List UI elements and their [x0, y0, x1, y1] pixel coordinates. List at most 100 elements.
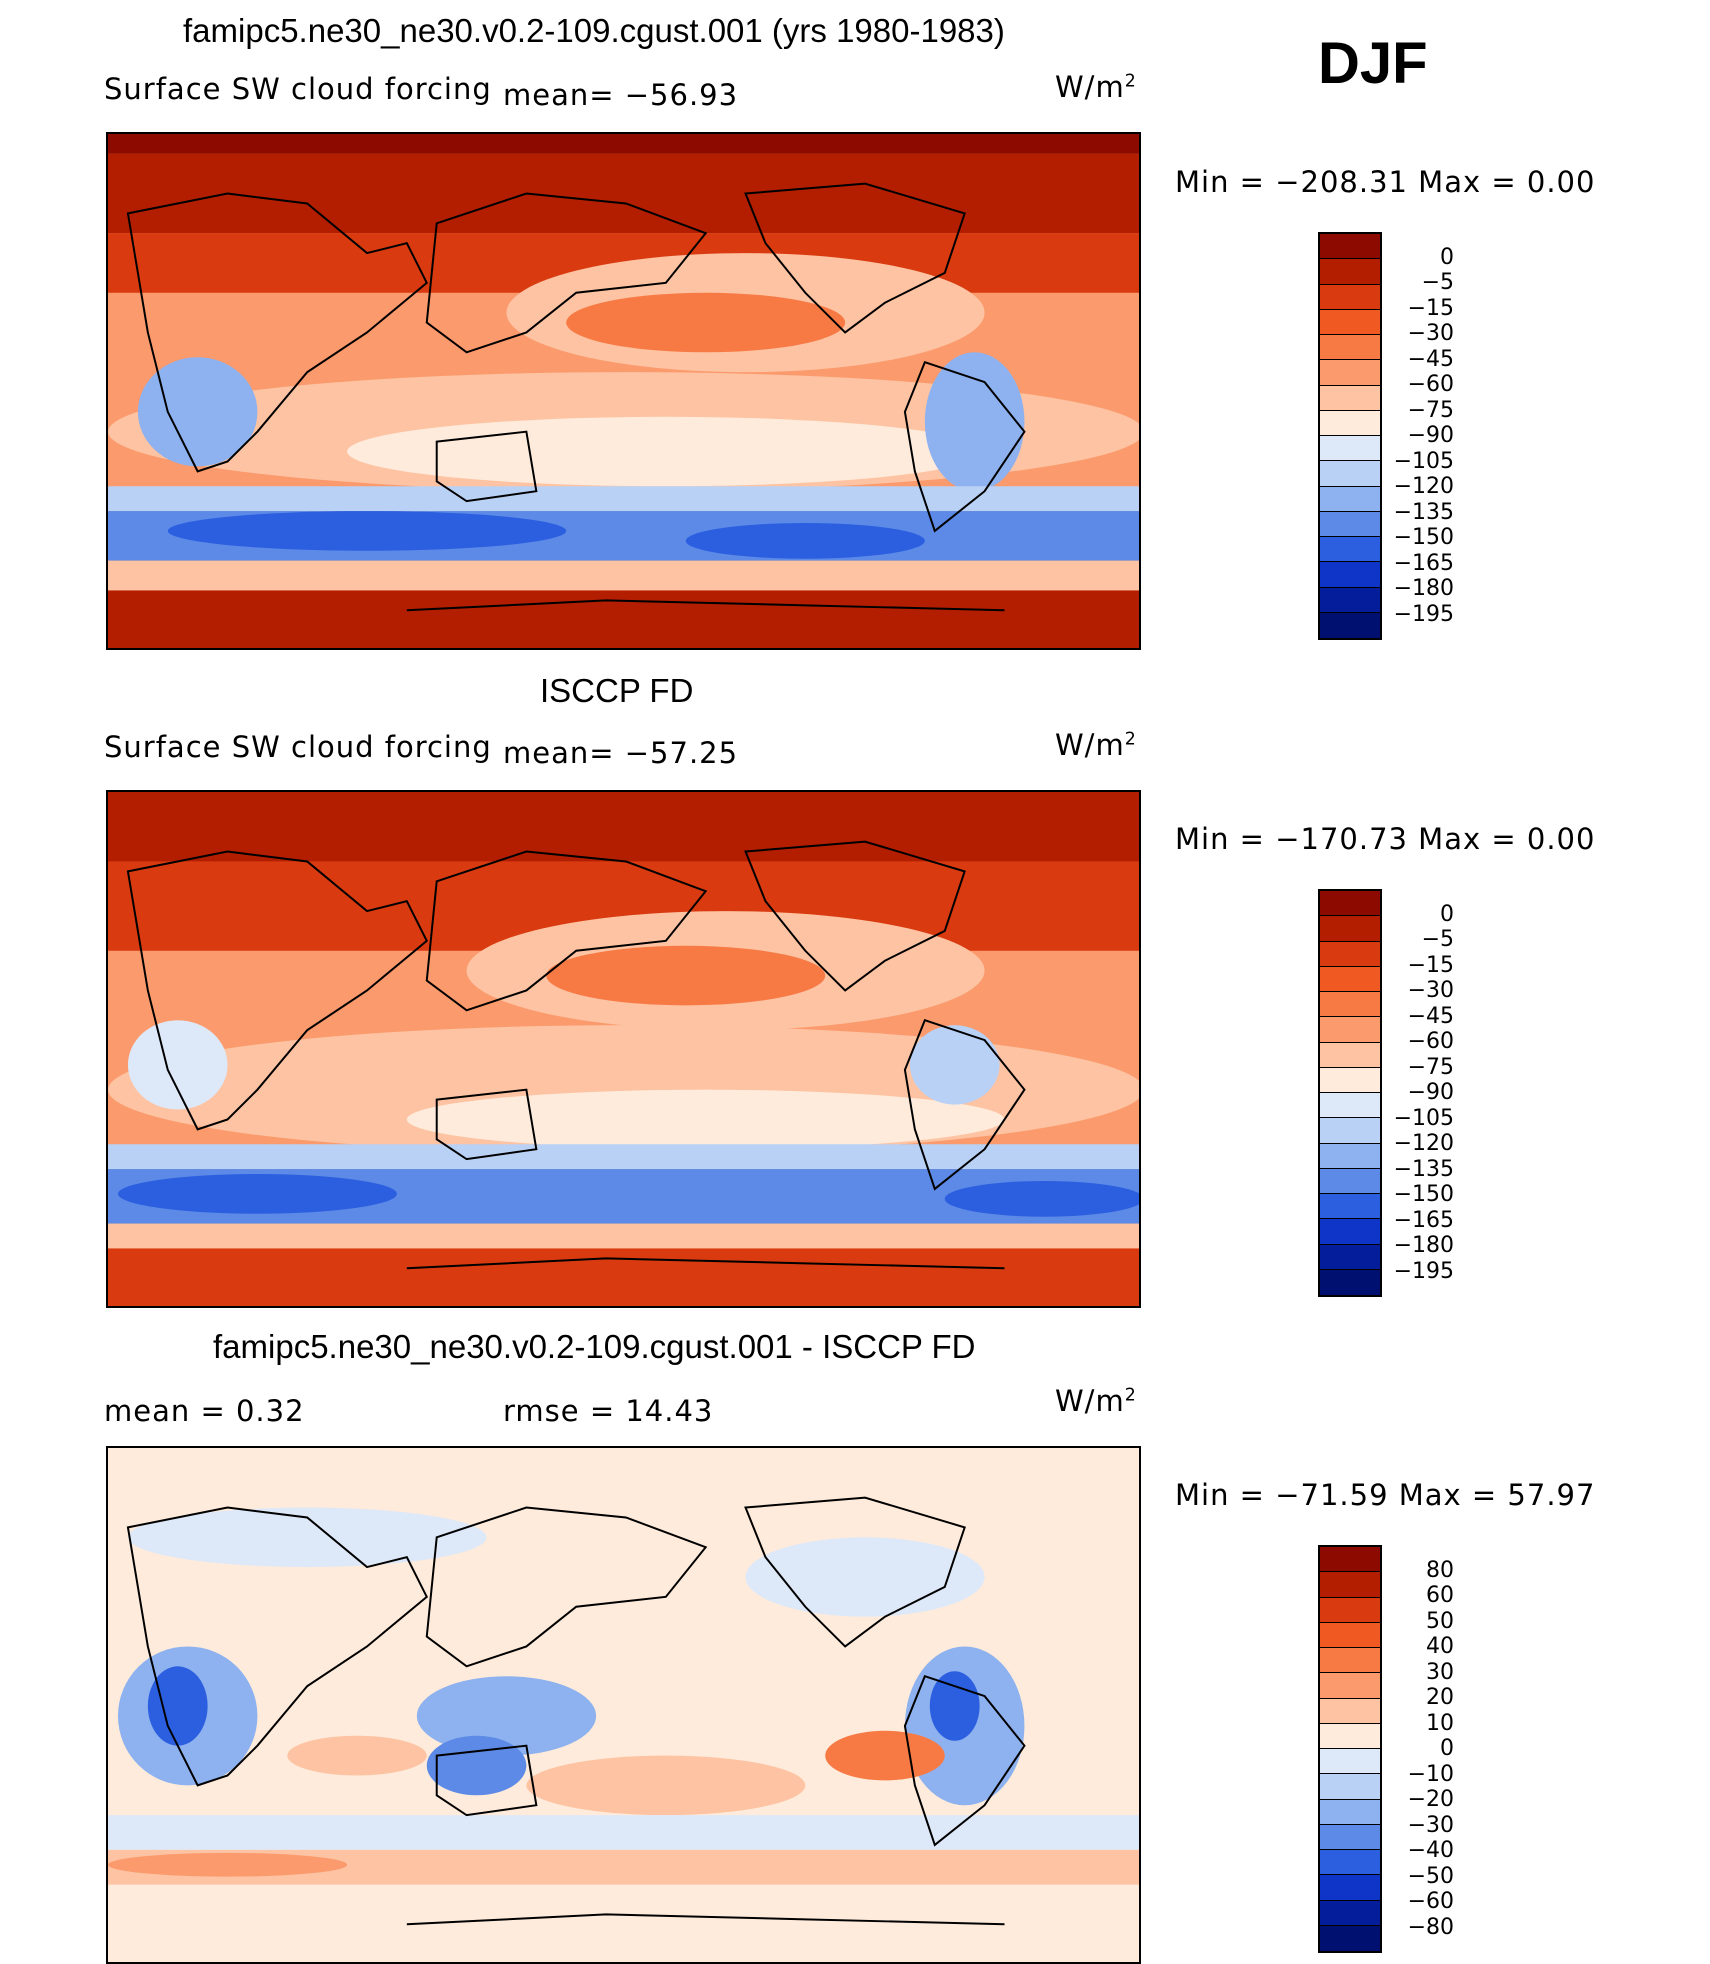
panel1-level-10: −135 — [1393, 500, 1454, 525]
panel3-colorbar-seg-13 — [1320, 1875, 1380, 1901]
panel2-colorbar-seg-13 — [1320, 1219, 1380, 1245]
panel3-australia-blue — [426, 1735, 527, 1796]
panel1-colorbar-seg-0 — [1320, 234, 1380, 260]
panel2-level-6: −75 — [1407, 1055, 1454, 1080]
panel3-level-1: 60 — [1426, 1583, 1454, 1608]
panel1-southern-pale — [108, 486, 1139, 512]
panel3-level-4: 30 — [1426, 1660, 1454, 1685]
panel2-level-9: −120 — [1393, 1131, 1454, 1156]
panel3-level-6: 10 — [1426, 1711, 1454, 1736]
panel1-level-1: −5 — [1421, 270, 1454, 295]
panel3-north-blue — [127, 1507, 487, 1568]
panel3-colorbar-seg-12 — [1320, 1850, 1380, 1876]
panel3-pacific-red — [825, 1730, 945, 1781]
panel2-colorbar-seg-8 — [1320, 1093, 1380, 1119]
panel1-colorbar-seg-11 — [1320, 511, 1380, 537]
season-label: DJF — [1318, 31, 1428, 96]
panel2-north-band — [108, 792, 1139, 862]
panel3-map — [106, 1446, 1141, 1964]
panel3-maritime-blue — [416, 1676, 597, 1756]
panel2-colorbar-seg-5 — [1320, 1017, 1380, 1043]
panel3-level-11: −40 — [1407, 1838, 1454, 1863]
panel3-colorbar-labels: 80 60 50 40 30 20 10 0 −10 −20 −30 −40 −… — [1384, 1545, 1454, 1953]
panel2-level-13: −180 — [1393, 1233, 1454, 1258]
panel2-southern-edge — [108, 1223, 1139, 1249]
panel3-pacific-pink — [526, 1755, 806, 1816]
panel1-colorbar-seg-13 — [1320, 562, 1380, 588]
panel2-minmax: Min = −170.73 Max = 0.00 — [1175, 822, 1596, 856]
panel1-africa-blue — [137, 357, 258, 467]
panel3-colorbar-seg-14 — [1320, 1900, 1380, 1926]
panel3-colorbar-seg-3 — [1320, 1622, 1380, 1648]
panel2-colorbar-seg-10 — [1320, 1143, 1380, 1169]
panel3-colorbar-seg-6 — [1320, 1698, 1380, 1724]
panel2-level-10: −135 — [1393, 1157, 1454, 1182]
panel3-level-14: −80 — [1407, 1915, 1454, 1940]
panel3-level-3: 40 — [1426, 1634, 1454, 1659]
panel2-colorbar-seg-15 — [1320, 1269, 1380, 1295]
panel3-colorbar-seg-10 — [1320, 1799, 1380, 1825]
panel3-colorbar-seg-9 — [1320, 1774, 1380, 1800]
panel1-colorbar-seg-15 — [1320, 612, 1380, 638]
panel3-mean-label: mean = 0.32 — [104, 1394, 305, 1428]
panel2-coastlines — [126, 840, 1026, 1270]
panel1-colorbar-seg-2 — [1320, 284, 1380, 310]
panel2-nh-ocean-core — [546, 945, 826, 1006]
panel2-colorbar-seg-12 — [1320, 1194, 1380, 1220]
panel3-colorbar-seg-4 — [1320, 1648, 1380, 1674]
panel2-title: ISCCP FD — [540, 672, 694, 709]
panel1-minmax: Min = −208.31 Max = 0.00 — [1175, 165, 1596, 199]
panel3-level-12: −50 — [1407, 1864, 1454, 1889]
panel1-colorbar-seg-9 — [1320, 461, 1380, 487]
panel2-colorbar-seg-9 — [1320, 1118, 1380, 1144]
panel3-colorbar-seg-5 — [1320, 1673, 1380, 1699]
panel1-units: W/m2 — [1055, 70, 1137, 104]
panel1-level-7: −90 — [1407, 423, 1454, 448]
panel2-colorbar-seg-3 — [1320, 966, 1380, 992]
panel2-level-1: −5 — [1421, 927, 1454, 952]
panel3-level-8: −10 — [1407, 1762, 1454, 1787]
panel2-samerica-blue — [909, 1025, 1000, 1105]
panel2-colorbar-seg-2 — [1320, 941, 1380, 967]
panel1-level-14: −195 — [1393, 602, 1454, 627]
panel3-colorbar-seg-8 — [1320, 1749, 1380, 1775]
panel3-colorbar-seg-0 — [1320, 1547, 1380, 1573]
panel1-nh-ocean-core — [566, 292, 846, 353]
panel2-colorbar-seg-6 — [1320, 1042, 1380, 1068]
panel2-tropics-pale — [406, 1089, 1005, 1150]
panel1-southern-core — [167, 511, 567, 551]
panel1-level-13: −180 — [1393, 576, 1454, 601]
panel3-colorbar-seg-15 — [1320, 1925, 1380, 1951]
panel2-colorbar-seg-0 — [1320, 891, 1380, 917]
panel1-level-0: 0 — [1440, 245, 1454, 270]
panel1-colorbar-seg-7 — [1320, 410, 1380, 436]
panel3-level-10: −30 — [1407, 1813, 1454, 1838]
panel3-minmax: Min = −71.59 Max = 57.97 — [1175, 1478, 1596, 1512]
panel3-title: famipc5.ne30_ne30.v0.2-109.cgust.001 - I… — [213, 1328, 976, 1365]
panel2-southern-pale — [108, 1144, 1139, 1170]
panel3-samerica-core — [929, 1671, 980, 1741]
panel1-samerica-blue — [924, 352, 1025, 492]
panel1-level-12: −165 — [1393, 551, 1454, 576]
panel2-level-3: −30 — [1407, 978, 1454, 1003]
panel1-colorbar-seg-1 — [1320, 259, 1380, 285]
panel1-level-6: −75 — [1407, 398, 1454, 423]
panel2-mean-label: mean= −57.25 — [503, 736, 739, 770]
panel1-level-11: −150 — [1393, 525, 1454, 550]
panel3-colorbar-seg-7 — [1320, 1723, 1380, 1749]
panel2-level-11: −150 — [1393, 1182, 1454, 1207]
panel1-colorbar-seg-8 — [1320, 436, 1380, 462]
panel2-colorbar-seg-1 — [1320, 916, 1380, 942]
panel1-colorbar-labels: 0 −5 −15 −30 −45 −60 −75 −90 −105 −120 −… — [1384, 232, 1454, 640]
panel2-map — [106, 790, 1141, 1308]
panel1-colorbar-seg-10 — [1320, 486, 1380, 512]
panel3-level-5: 20 — [1426, 1685, 1454, 1710]
panel2-level-8: −105 — [1393, 1106, 1454, 1131]
panel1-antarctic — [108, 590, 1139, 648]
panel1-mean-label: mean= −56.93 — [503, 78, 739, 112]
panel1-level-2: −15 — [1407, 296, 1454, 321]
panel1-colorbar-seg-14 — [1320, 587, 1380, 613]
panel3-units: W/m2 — [1055, 1384, 1137, 1418]
panel3-level-9: −20 — [1407, 1787, 1454, 1812]
panel1-coastlines — [126, 182, 1026, 612]
